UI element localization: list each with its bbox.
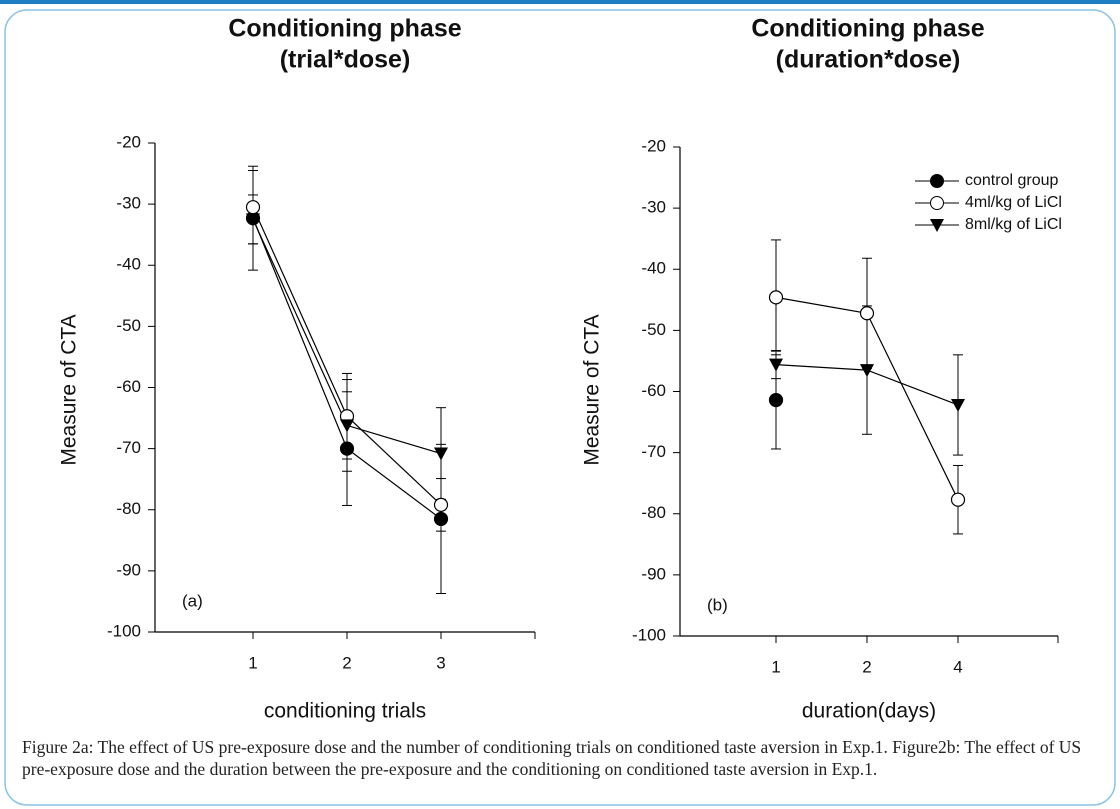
y-axis-label: Measure of CTA bbox=[58, 314, 81, 465]
legend-label: 8ml/kg of LiCl bbox=[965, 216, 1062, 233]
x-tick-label: 2 bbox=[862, 657, 871, 676]
legend-label: 4ml/kg of LiCl bbox=[965, 194, 1062, 211]
y-tick-label: -20 bbox=[641, 136, 666, 155]
y-tick-label: -90 bbox=[116, 560, 141, 579]
marker bbox=[246, 213, 260, 227]
annotation: (a) bbox=[182, 591, 203, 610]
marker bbox=[859, 306, 875, 321]
annotation: (b) bbox=[707, 595, 728, 614]
marker bbox=[339, 441, 355, 456]
x-tick-label: 1 bbox=[248, 653, 257, 672]
chart-title: Conditioning phase bbox=[751, 15, 984, 43]
y-tick-label: -20 bbox=[116, 132, 141, 151]
y-tick-label: -40 bbox=[116, 255, 141, 274]
frame bbox=[4, 9, 1116, 806]
chart-subtitle: (trial*dose) bbox=[280, 46, 411, 74]
x-axis-label: duration(days) bbox=[802, 700, 936, 723]
x-tick-label: 4 bbox=[953, 657, 962, 676]
y-tick-label: -40 bbox=[641, 259, 666, 278]
marker bbox=[245, 200, 261, 215]
marker bbox=[768, 290, 784, 305]
legend-label: control group bbox=[965, 172, 1058, 189]
caption: Figure 2a: The effect of US pre-exposure… bbox=[22, 737, 1082, 779]
marker bbox=[769, 358, 783, 372]
marker bbox=[434, 447, 448, 461]
y-tick-label: -100 bbox=[107, 621, 141, 640]
y-tick-label: -80 bbox=[116, 499, 141, 518]
y-tick-label: -70 bbox=[641, 442, 666, 461]
x-tick-label: 3 bbox=[436, 653, 445, 672]
x-axis-label: conditioning trials bbox=[264, 700, 426, 723]
marker bbox=[860, 364, 874, 378]
x-tick-label: 1 bbox=[771, 657, 780, 676]
chart-title: Conditioning phase bbox=[228, 15, 461, 43]
y-tick-label: -50 bbox=[641, 320, 666, 339]
marker bbox=[768, 392, 784, 408]
y-tick-label: -50 bbox=[116, 316, 141, 335]
y-tick-label: -90 bbox=[641, 564, 666, 583]
legend-marker bbox=[930, 174, 944, 188]
y-tick-label: -60 bbox=[116, 377, 141, 396]
marker bbox=[950, 492, 966, 507]
y-tick-label: -100 bbox=[632, 625, 666, 644]
marker bbox=[951, 398, 965, 412]
marker bbox=[340, 419, 354, 433]
y-tick-label: -30 bbox=[116, 194, 141, 213]
y-tick-label: -60 bbox=[641, 381, 666, 400]
chart-subtitle: (duration*dose) bbox=[776, 46, 961, 74]
marker bbox=[433, 497, 449, 512]
marker bbox=[433, 511, 449, 527]
y-tick-label: -70 bbox=[116, 438, 141, 457]
legend-marker bbox=[930, 196, 944, 210]
legend-marker bbox=[930, 219, 944, 232]
y-axis-label: Measure of CTA bbox=[581, 314, 604, 465]
y-tick-label: -80 bbox=[641, 503, 666, 522]
top-bar bbox=[0, 0, 1120, 4]
x-tick-label: 2 bbox=[342, 653, 351, 672]
y-tick-label: -30 bbox=[641, 198, 666, 217]
